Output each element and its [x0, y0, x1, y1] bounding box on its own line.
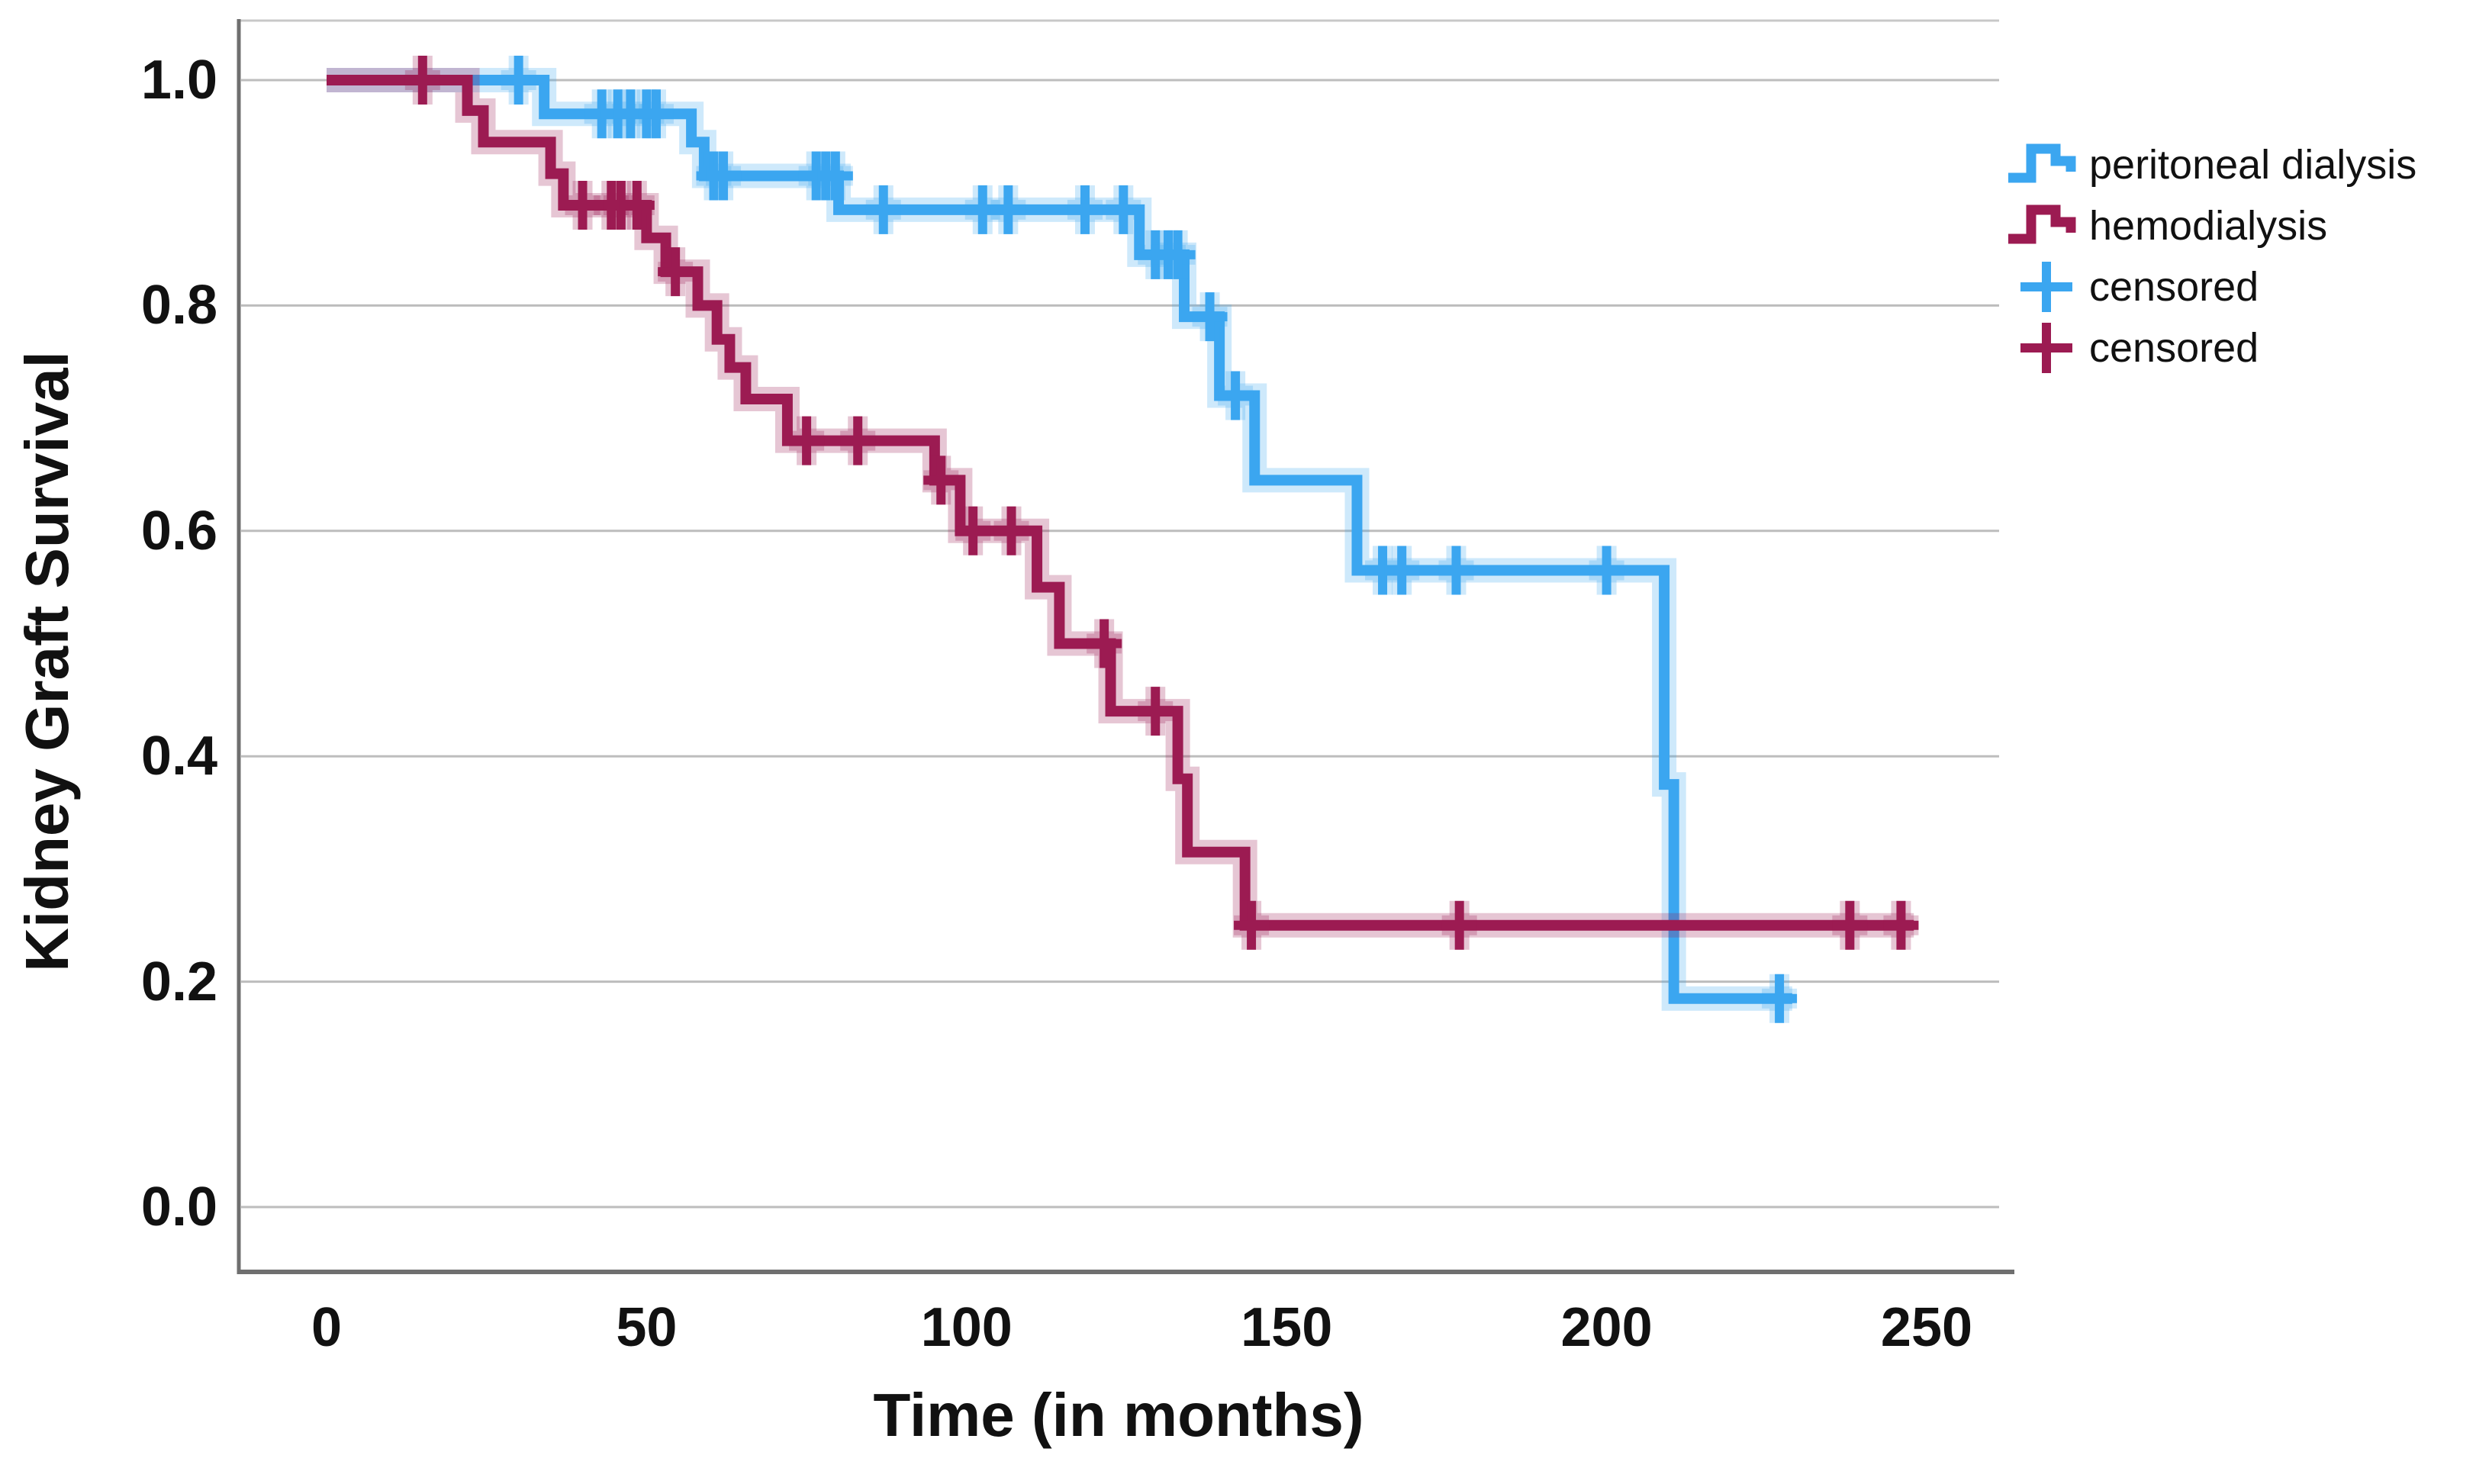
legend-item-hemodialysis: hemodialysis [2005, 195, 2416, 256]
legend-label: hemodialysis [2089, 203, 2328, 249]
censor-mark-peritoneal-dialysis [1160, 230, 1196, 279]
censor-mark-hemodialysis [404, 56, 440, 105]
censor-mark-peritoneal-dialysis [638, 89, 674, 139]
censor-mark-peritoneal-dialysis [1192, 292, 1228, 342]
legend-label: censored [2089, 264, 2259, 310]
censor-mark-peritoneal-dialysis [1589, 546, 1624, 595]
censor-mark-hemodialysis [1832, 900, 1868, 950]
legend-item-censored-peritoneal: censored [2005, 256, 2416, 317]
censor-mark-hemodialysis [955, 506, 991, 555]
step-line-icon [2008, 143, 2076, 183]
plus-glyph [2020, 262, 2072, 312]
censor-mark-hemodialysis [789, 416, 825, 465]
censor-mark-peritoneal-dialysis [1218, 371, 1254, 420]
y-tick-label: 1.0 [140, 50, 217, 111]
censor-mark-hemodialysis [1138, 687, 1174, 736]
y-tick-label: 0.4 [140, 726, 217, 787]
censor-mark-hemodialysis [658, 247, 694, 297]
censor-mark-peritoneal-dialysis [1384, 546, 1420, 595]
censor-mark-peritoneal-dialysis [1762, 974, 1798, 1023]
x-axis-title: Time (in months) [873, 1381, 1364, 1449]
censor-mark-peritoneal-dialysis [501, 56, 536, 105]
survival-curve-peritoneal-dialysis [327, 75, 1792, 1004]
censor-mark-peritoneal-dialysis [1438, 546, 1474, 595]
censor-mark-hemodialysis [1087, 619, 1122, 668]
censor-mark-hemodialysis [619, 180, 655, 230]
plus-censored-icon [2020, 323, 2072, 373]
censor-mark-peritoneal-dialysis [817, 151, 853, 201]
censor-mark-peritoneal-dialysis [706, 151, 742, 201]
legend-item-peritoneal-dialysis: peritoneal dialysis [2005, 134, 2416, 195]
censor-mark-peritoneal-dialysis [990, 185, 1026, 234]
x-tick-label: 50 [616, 1297, 678, 1358]
legend: peritoneal dialysis hemodialysis censore… [2005, 134, 2416, 378]
censor-mark-peritoneal-dialysis [865, 185, 901, 234]
step-line-glyph [2008, 143, 2076, 183]
y-tick-label: 0.6 [140, 500, 217, 562]
plus-glyph [2020, 323, 2072, 373]
y-tick-label: 0.8 [140, 275, 217, 336]
legend-label: peritoneal dialysis [2089, 142, 2417, 188]
censor-mark-peritoneal-dialysis [1106, 185, 1141, 234]
step-line-icon [2008, 204, 2076, 244]
censor-mark-hemodialysis [1234, 900, 1270, 950]
censor-mark-hemodialysis [1441, 900, 1477, 950]
x-tick-label: 150 [1241, 1297, 1333, 1358]
plus-censored-icon [2020, 262, 2072, 312]
x-tick-label: 200 [1560, 1297, 1653, 1358]
y-tick-label: 0.2 [140, 951, 217, 1012]
censor-mark-hemodialysis [1883, 900, 1919, 950]
x-tick-label: 250 [1880, 1297, 1973, 1358]
y-tick-label: 0.0 [140, 1177, 217, 1238]
censor-mark-hemodialysis [993, 506, 1029, 555]
x-tick-label: 100 [920, 1297, 1013, 1358]
censor-mark-hemodialysis [840, 416, 876, 465]
survival-curve-halo-peritoneal-dialysis [327, 68, 1792, 1011]
legend-label: censored [2089, 325, 2259, 371]
y-axis-title: Kidney Graft Survival [13, 351, 81, 972]
censor-mark-peritoneal-dialysis [1067, 185, 1103, 234]
step-line-glyph [2008, 204, 2076, 244]
censor-mark-hemodialysis [923, 456, 959, 505]
legend-item-censored-hemodialysis: censored [2005, 317, 2416, 378]
x-tick-label: 0 [311, 1297, 343, 1358]
